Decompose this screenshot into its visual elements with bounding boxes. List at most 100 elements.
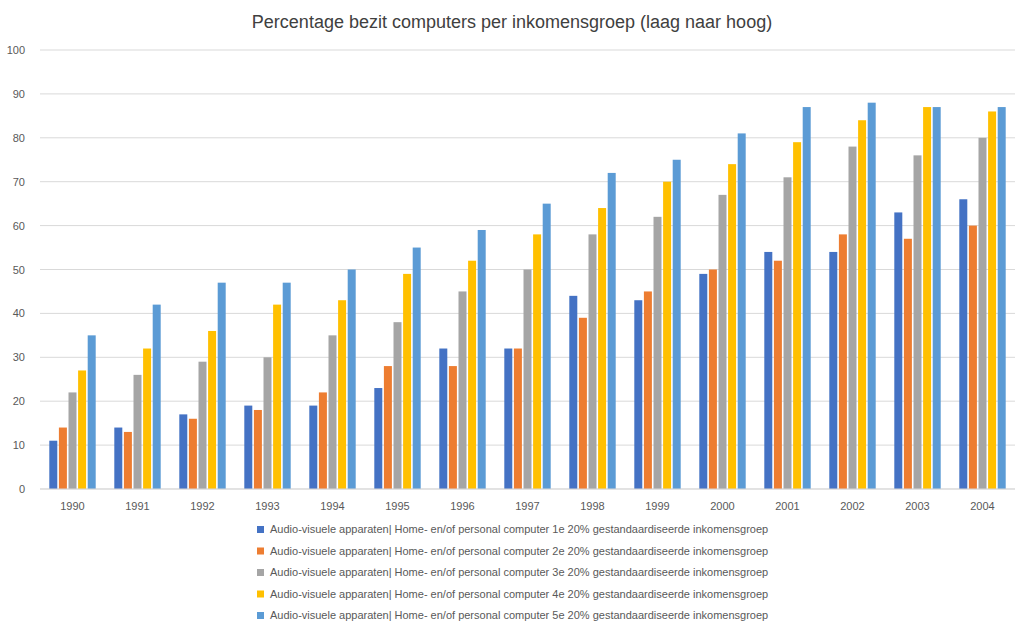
y-tick-label: 20: [13, 395, 25, 407]
x-tick-label: 1998: [580, 500, 604, 512]
bar: [598, 208, 606, 489]
bar: [49, 441, 57, 489]
y-tick-label: 40: [13, 307, 25, 319]
x-tick-label: 2000: [710, 500, 734, 512]
bar: [543, 204, 551, 489]
bar: [839, 234, 847, 489]
bar: [59, 428, 67, 489]
bar: [153, 305, 161, 489]
grid-line: [40, 489, 1015, 490]
legend-swatch: [257, 569, 264, 576]
bar: [88, 335, 96, 489]
bar: [403, 274, 411, 489]
y-tick-label: 60: [13, 220, 25, 232]
bar: [663, 182, 671, 489]
background: [0, 0, 1024, 641]
x-tick-label: 1992: [190, 500, 214, 512]
bar: [319, 392, 327, 489]
bar: [858, 120, 866, 489]
bar: [338, 300, 346, 489]
x-tick-label: 1990: [60, 500, 84, 512]
bar: [719, 195, 727, 489]
y-tick-label: 0: [19, 483, 25, 495]
y-tick-label: 70: [13, 176, 25, 188]
bar: [114, 428, 122, 489]
bar: [384, 366, 392, 489]
bar: [264, 357, 272, 489]
bar: [764, 252, 772, 489]
y-tick-label: 50: [13, 264, 25, 276]
bar: [218, 283, 226, 489]
bar: [579, 318, 587, 489]
legend-label: Audio-visuele apparaten| Home- en/of per…: [270, 588, 768, 600]
x-tick-label: 1996: [450, 500, 474, 512]
title: Percentage bezit computers per inkomensg…: [252, 12, 772, 32]
y-tick-label: 30: [13, 351, 25, 363]
legend-label: Audio-visuele apparaten| Home- en/of per…: [270, 609, 768, 621]
bar: [124, 432, 132, 489]
bar: [774, 261, 782, 489]
bar: [514, 349, 522, 489]
bar: [468, 261, 476, 489]
bar: [589, 234, 597, 489]
bar: [254, 410, 262, 489]
legend: Audio-visuele apparaten| Home- en/of per…: [257, 523, 768, 621]
bar: [923, 107, 931, 489]
bar: [868, 103, 876, 489]
bar: [309, 406, 317, 489]
bar: [189, 419, 197, 489]
bar: [894, 212, 902, 489]
x-tick-label: 2001: [775, 500, 799, 512]
bar: [143, 349, 151, 489]
bar: [413, 248, 421, 489]
bar: [829, 252, 837, 489]
bar: [69, 392, 77, 489]
x-tick-label: 1997: [515, 500, 539, 512]
bar: [699, 274, 707, 489]
bar: [394, 322, 402, 489]
bar: [904, 239, 912, 489]
bar: [969, 226, 977, 489]
bar: [478, 230, 486, 489]
y-tick-label: 10: [13, 439, 25, 451]
bar: [914, 155, 922, 489]
bar: [134, 375, 142, 489]
bar: [329, 335, 337, 489]
bar: [728, 164, 736, 489]
bar: [244, 406, 252, 489]
x-tick-label: 1995: [385, 500, 409, 512]
y-tick-label: 90: [13, 88, 25, 100]
x-tick-label: 2002: [840, 500, 864, 512]
legend-swatch: [257, 548, 264, 555]
bar: [439, 349, 447, 489]
bar: [793, 142, 801, 489]
y-tick-label: 100: [7, 44, 25, 56]
bar: [738, 133, 746, 489]
bar: [634, 300, 642, 489]
legend-label: Audio-visuele apparaten| Home- en/of per…: [270, 523, 768, 535]
x-tick-label: 1991: [125, 500, 149, 512]
bar: [644, 291, 652, 489]
grid-line: [40, 93, 1015, 94]
x-axis: [40, 489, 1015, 490]
legend-swatch: [257, 526, 264, 533]
bar: [784, 177, 792, 489]
grid-line: [40, 50, 1015, 51]
bar: [709, 270, 717, 490]
bar: [208, 331, 216, 489]
bar: [179, 414, 187, 489]
legend-swatch: [257, 591, 264, 598]
bar: [979, 138, 987, 489]
legend-label: Audio-visuele apparaten| Home- en/of per…: [270, 566, 768, 578]
bar: [449, 366, 457, 489]
bar: [283, 283, 291, 489]
bar: [533, 234, 541, 489]
bar: [933, 107, 941, 489]
bar: [608, 173, 616, 489]
bar: [569, 296, 577, 489]
x-tick-label: 2003: [905, 500, 929, 512]
legend-label: Audio-visuele apparaten| Home- en/of per…: [270, 545, 768, 557]
x-tick-label: 1993: [255, 500, 279, 512]
x-tick-label: 1994: [320, 500, 344, 512]
bar: [998, 107, 1006, 489]
